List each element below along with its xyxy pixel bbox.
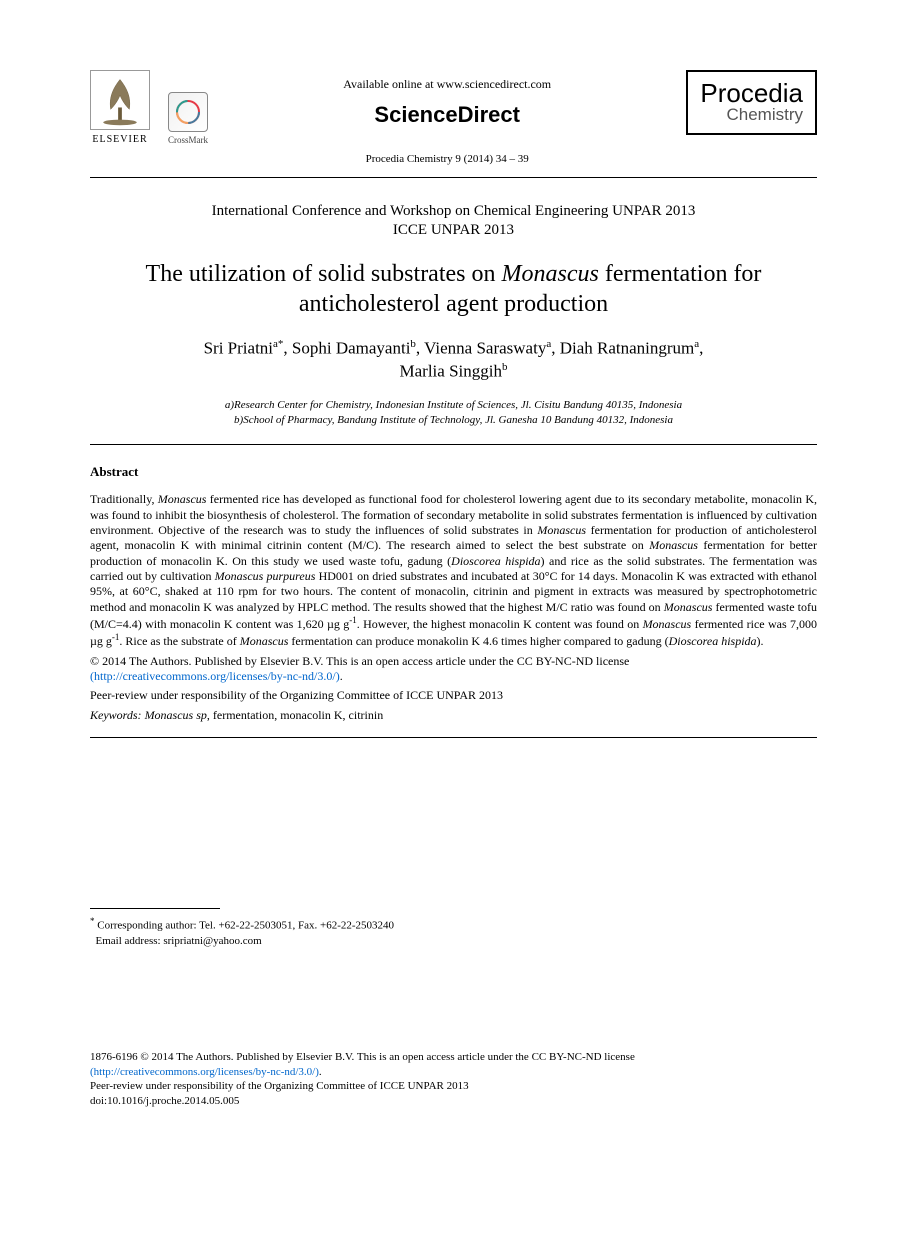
author-1: Sri Priatni — [204, 338, 273, 357]
email-label: Email address: — [96, 935, 164, 947]
footer-issn-line: 1876-6196 © 2014 The Authors. Published … — [90, 1051, 635, 1063]
crossmark-icon — [168, 92, 208, 132]
keywords-rest: , fermentation, monacolin K, citrinin — [207, 708, 383, 722]
abstract-top-divider — [90, 444, 817, 445]
affiliation-b: b)School of Pharmacy, Bandung Institute … — [90, 413, 817, 428]
header-center: Available online at www.sciencedirect.co… — [208, 70, 686, 167]
elsevier-logo: ELSEVIER — [90, 70, 150, 147]
abstract-italic-run: Monascus — [649, 538, 698, 552]
email-address: sripriatni@yahoo.com — [163, 935, 261, 947]
author-3: Vienna Saraswaty — [424, 338, 546, 357]
footnote-asterisk: * — [90, 916, 95, 926]
author-4-affil: a — [694, 338, 699, 350]
procedia-line2: Chemistry — [700, 106, 803, 123]
available-online-text: Available online at www.sciencedirect.co… — [208, 76, 686, 92]
affiliation-a: a)Research Center for Chemistry, Indones… — [90, 398, 817, 413]
abstract-text-run: fermentation can produce monakolin K 4.6… — [288, 634, 668, 648]
author-5: Marlia Singgih — [400, 362, 502, 381]
abstract-italic-run: Monascus — [643, 617, 692, 631]
abstract-italic-run: Monascus — [664, 600, 713, 614]
abstract-text-run: . Rice as the substrate of — [119, 634, 239, 648]
abstract-text-run: Traditionally, — [90, 492, 158, 506]
abstract-italic-run: Monascus — [537, 523, 586, 537]
page-header: ELSEVIER CrossMark Available online at w… — [90, 70, 817, 167]
keywords-line: Keywords: Monascus sp, fermentation, mon… — [90, 707, 817, 723]
abstract-italic-run: Monascus — [240, 634, 289, 648]
footnote-separator — [90, 908, 220, 909]
author-3-affil: a — [546, 338, 551, 350]
page-footer: 1876-6196 © 2014 The Authors. Published … — [90, 1050, 817, 1109]
footer-doi: doi:10.1016/j.proche.2014.05.005 — [90, 1095, 239, 1107]
title-pre: The utilization of solid substrates on — [146, 261, 502, 287]
abstract-italic-run: Dioscorea hispida — [669, 634, 757, 648]
corresponding-author-text: Corresponding author: Tel. +62-22-250305… — [97, 920, 394, 932]
crossmark-badge[interactable]: CrossMark — [168, 92, 208, 146]
conference-line2: ICCE UNPAR 2013 — [393, 222, 514, 238]
title-italic: Monascus — [502, 261, 599, 287]
affiliations: a)Research Center for Chemistry, Indones… — [90, 398, 817, 428]
abstract-text-run: ). — [757, 634, 764, 648]
article-title: The utilization of solid substrates on M… — [90, 259, 817, 319]
footer-license-link[interactable]: (http://creativecommons.org/licenses/by-… — [90, 1066, 319, 1078]
abstract-text-run: . However, the highest monacolin K conte… — [357, 617, 643, 631]
keywords-italic: Monascus sp — [145, 708, 207, 722]
footer-peer-review: Peer-review under responsibility of the … — [90, 1080, 469, 1092]
conference-line1: International Conference and Workshop on… — [212, 203, 696, 219]
conference-name: International Conference and Workshop on… — [90, 202, 817, 241]
license-link[interactable]: (http://creativecommons.org/licenses/by-… — [90, 669, 340, 683]
abstract-body: Traditionally, Monascus fermented rice h… — [90, 492, 817, 650]
corresponding-author-footnote: * Corresponding author: Tel. +62-22-2503… — [90, 915, 817, 949]
abstract-bottom-divider — [90, 737, 817, 738]
abstract-italic-run: Dioscorea hispida — [451, 554, 540, 568]
citation-text: Procedia Chemistry 9 (2014) 34 – 39 — [208, 152, 686, 167]
header-divider — [90, 177, 817, 178]
abstract-label: Abstract — [90, 463, 817, 481]
procedia-logo: Procedia Chemistry — [686, 70, 817, 135]
abstract-superscript: -1 — [349, 615, 357, 625]
author-2: Sophi Damayanti — [292, 338, 411, 357]
crossmark-label: CrossMark — [168, 134, 208, 146]
abstract-italic-run: Monascus purpureus — [215, 569, 316, 583]
keywords-label: Keywords: — [90, 708, 145, 722]
procedia-line1: Procedia — [700, 80, 803, 106]
copyright-text: © 2014 The Authors. Published by Elsevie… — [90, 654, 629, 668]
author-5-affil: b — [502, 361, 508, 373]
author-2-affil: b — [410, 338, 416, 350]
peer-review-text: Peer-review under responsibility of the … — [90, 687, 817, 703]
elsevier-tree-icon — [90, 70, 150, 130]
author-4: Diah Ratnaningrum — [560, 338, 695, 357]
elsevier-label: ELSEVIER — [92, 133, 147, 147]
authors-line: Sri Priatnia*, Sophi Damayantib, Vienna … — [90, 337, 817, 384]
abstract-italic-run: Monascus — [158, 492, 207, 506]
author-1-affil: a* — [273, 338, 283, 350]
header-left: ELSEVIER CrossMark — [90, 70, 208, 147]
copyright-block: © 2014 The Authors. Published by Elsevie… — [90, 654, 817, 685]
sciencedirect-logo: ScienceDirect — [208, 100, 686, 130]
